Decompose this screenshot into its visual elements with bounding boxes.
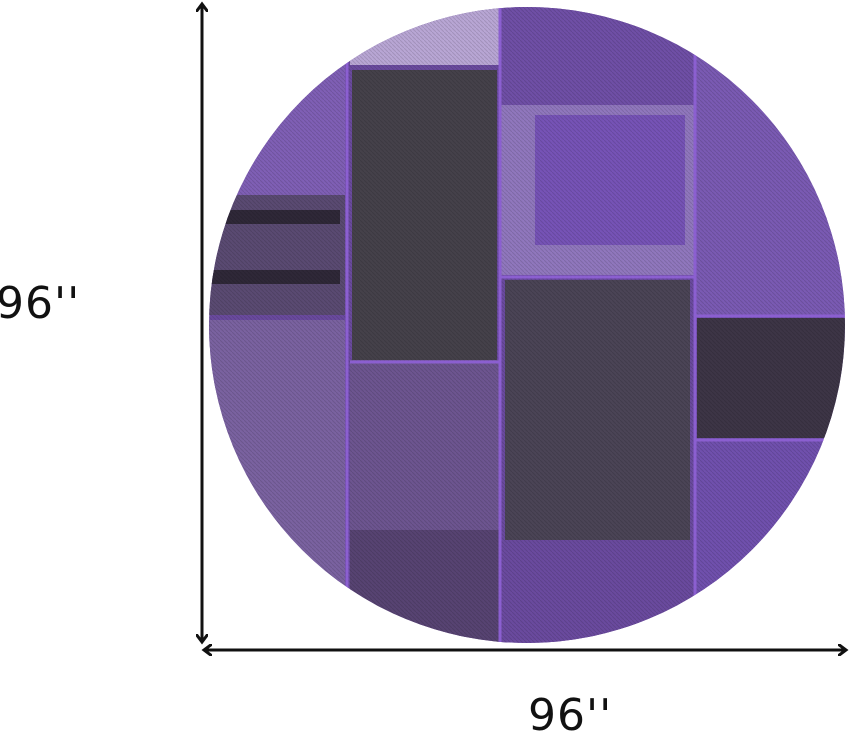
- height-dimension-label: 96'': [0, 278, 81, 329]
- round-rug: [209, 7, 845, 643]
- width-dimension-label: 96'': [528, 690, 613, 741]
